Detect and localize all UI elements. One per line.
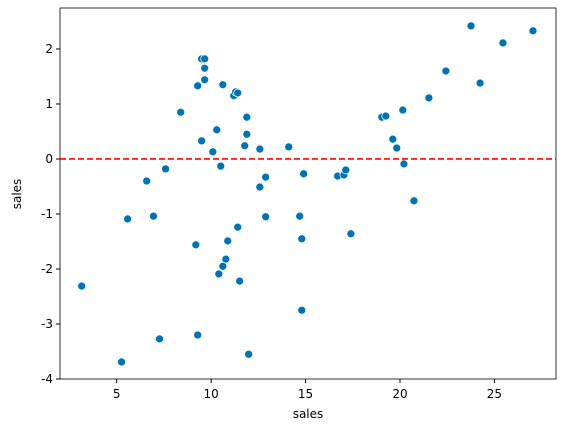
point [212, 125, 222, 135]
point [284, 142, 294, 152]
x-tick-label: 10 [203, 387, 218, 401]
point [223, 236, 233, 246]
x-tick-label: 15 [298, 387, 313, 401]
x-axis-label: sales [293, 407, 324, 421]
point [155, 334, 164, 344]
point [255, 182, 265, 192]
point [409, 196, 419, 206]
point [528, 26, 538, 36]
point [346, 229, 356, 239]
point [244, 349, 254, 359]
point [498, 38, 508, 48]
point [399, 159, 409, 169]
point [200, 63, 210, 73]
point [388, 134, 398, 144]
point [77, 281, 87, 291]
plot-frame [59, 7, 557, 380]
point [216, 161, 226, 171]
y-tick-label: -3 [41, 317, 53, 331]
y-tick-label: -1 [41, 207, 53, 221]
point [123, 214, 132, 224]
point [218, 261, 228, 271]
point [233, 88, 243, 98]
point [176, 107, 186, 117]
point [392, 143, 402, 153]
point [297, 305, 307, 315]
point [466, 21, 476, 31]
y-tick-label: 1 [45, 97, 53, 111]
point [242, 129, 252, 139]
point [424, 93, 434, 103]
y-tick-label: 0 [45, 152, 53, 166]
point [341, 165, 351, 175]
point [193, 330, 203, 340]
point [191, 240, 201, 250]
point [441, 66, 451, 76]
point [161, 164, 170, 174]
point [197, 136, 207, 146]
point [261, 212, 271, 222]
point [261, 172, 271, 182]
point [381, 111, 391, 121]
point [200, 54, 210, 64]
point [255, 144, 265, 154]
point [117, 357, 126, 367]
x-tick-label: 5 [113, 387, 121, 401]
point [208, 147, 218, 157]
y-tick-label: -2 [41, 262, 53, 276]
y-tick-label: 2 [45, 42, 53, 56]
point [398, 105, 408, 115]
y-axis-label: sales [10, 179, 24, 210]
point [149, 211, 158, 221]
point [299, 169, 309, 179]
point [233, 222, 243, 232]
x-tick-label: 20 [392, 387, 407, 401]
point [297, 234, 307, 244]
point [475, 78, 485, 88]
point [295, 211, 305, 221]
point [235, 276, 244, 286]
point [242, 112, 252, 122]
point [142, 176, 152, 186]
point [214, 269, 224, 279]
point [200, 75, 210, 85]
y-tick-label: -4 [41, 372, 53, 386]
point [193, 81, 203, 91]
point [240, 141, 250, 151]
x-tick-label: 25 [487, 387, 502, 401]
point [218, 80, 228, 90]
point [221, 254, 231, 264]
